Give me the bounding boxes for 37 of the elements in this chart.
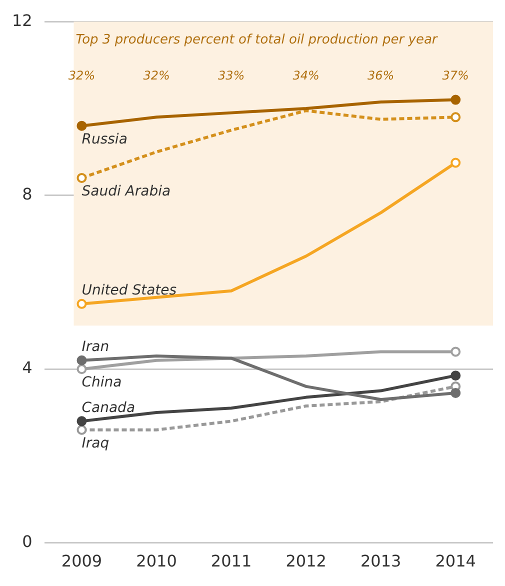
y-tick-label: 12 [12, 10, 32, 30]
y-tick-label: 8 [22, 184, 32, 204]
series-label: Russia [82, 131, 128, 148]
point [76, 355, 87, 366]
band-label: Top 3 producers percent of total oil production per year [76, 32, 439, 48]
series-label: Iraq [82, 436, 110, 452]
point [450, 94, 461, 105]
series-label: Iran [82, 339, 110, 356]
point [76, 424, 87, 435]
series-label: United States [82, 282, 177, 299]
point [76, 298, 87, 309]
point [450, 112, 461, 122]
x-tick-label: 2010 [136, 552, 177, 571]
point [450, 158, 461, 168]
point [450, 370, 461, 381]
x-tick-label: 2011 [210, 552, 252, 571]
point [76, 120, 87, 131]
point [450, 346, 461, 357]
series-label: China [82, 374, 122, 391]
annotation: 37% [442, 68, 469, 83]
point [76, 364, 87, 374]
point [76, 172, 87, 183]
point [450, 388, 461, 398]
annotation: 36% [368, 68, 394, 83]
x-tick-label: 2009 [61, 552, 102, 571]
annotation: 32% [143, 68, 170, 83]
annotation: 32% [68, 68, 96, 83]
y-tick-label: 4 [22, 358, 32, 378]
series-label: Saudi Arabia [82, 184, 171, 200]
x-tick-label: 2012 [286, 552, 326, 571]
y-tick-label: 0 [22, 532, 32, 551]
x-tick-label: 2013 [360, 552, 402, 571]
x-tick-label: 2014 [435, 552, 476, 571]
point [76, 416, 87, 426]
series-label: Canada [82, 400, 136, 416]
annotation: 34% [292, 68, 320, 83]
annotation: 33% [218, 68, 245, 83]
